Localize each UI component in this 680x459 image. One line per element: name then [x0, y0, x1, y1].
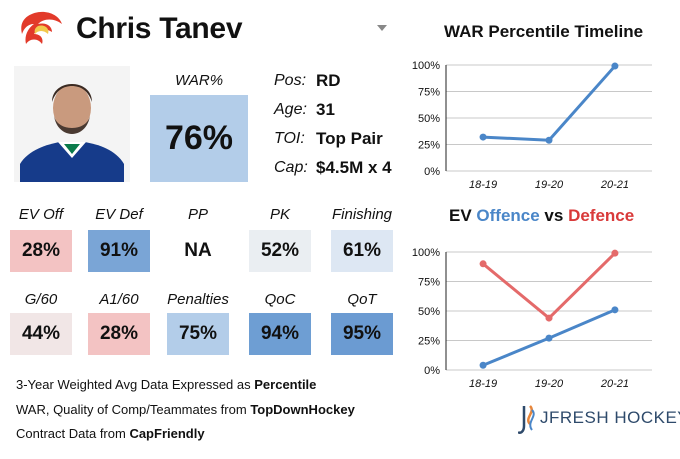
y-tick-label: 50% [418, 306, 440, 318]
chart2-title: EV Offence vs Defence [449, 206, 634, 226]
stat-box: 61% [331, 230, 393, 272]
data-point [479, 361, 487, 369]
footer-line-1-bold: Percentile [254, 377, 317, 392]
chart1-title: WAR Percentile Timeline [444, 22, 644, 41]
footer-line-2-bold: TopDownHockey [250, 402, 355, 417]
y-tick-label: 75% [418, 87, 440, 99]
series-line [482, 252, 616, 321]
stat-label: Penalties [167, 291, 229, 308]
y-tick-label: 50% [418, 113, 440, 125]
stat-label: QoT [347, 291, 377, 308]
brand-logo [517, 402, 678, 438]
team-logo [18, 10, 66, 52]
data-point [479, 260, 487, 268]
pos-key: Pos: [274, 72, 307, 89]
data-point [611, 62, 619, 70]
stat-box: NA [167, 230, 229, 272]
cap-value: $4.5M x 4 [316, 158, 392, 177]
stat-label: QoC [264, 291, 296, 308]
pos-value: RD [316, 71, 341, 90]
stat-box: 91% [88, 230, 150, 272]
y-tick-label: 0% [424, 166, 440, 178]
stat-box: 52% [249, 230, 311, 272]
stat-label: G/60 [24, 291, 58, 308]
footer-line-2: WAR, Quality of Comp/Teammates from TopD… [16, 402, 355, 417]
stat-box: 75% [167, 313, 229, 355]
stat-box: 95% [331, 313, 393, 355]
player-name: Chris Tanev [76, 12, 243, 45]
cap-key: Cap: [274, 159, 308, 176]
toi-key: TOI: [274, 130, 305, 147]
x-tick-label: 20-21 [600, 378, 629, 390]
stat-label: Finishing [331, 206, 393, 223]
x-tick-label: 18-19 [469, 179, 497, 191]
war-timeline-chart: 0% 25% 50% 75% 100% 18-19 19-20 20-21 [412, 60, 652, 191]
chevron-down-icon[interactable] [377, 25, 387, 31]
chart2-title-defence: Defence [568, 206, 635, 225]
stat-label: EV Def [95, 206, 143, 223]
chart2-title-offence: Offence [476, 206, 540, 225]
footer-line-1: 3-Year Weighted Avg Data Expressed as Pe… [16, 377, 316, 392]
stat-label: PK [269, 206, 290, 223]
stat-box: 28% [88, 313, 150, 355]
toi-value: Top Pair [316, 129, 383, 148]
footer-line-3: Contract Data from CapFriendly [16, 426, 205, 441]
data-point [479, 133, 487, 141]
war-label: WAR% [174, 72, 224, 89]
series-line [483, 65, 617, 142]
chart2-title-part: vs [539, 206, 569, 225]
y-tick-label: 0% [424, 365, 440, 377]
stat-box: 28% [10, 230, 72, 272]
data-point [545, 334, 553, 342]
footer-line-3-bold: CapFriendly [129, 426, 205, 441]
x-tick-label: 19-20 [535, 179, 564, 191]
data-point [611, 306, 619, 314]
x-tick-label: 19-20 [535, 378, 564, 390]
footer-line-3-text: Contract Data from [16, 426, 130, 441]
y-tick-label: 25% [418, 336, 440, 348]
age-key: Age: [274, 101, 307, 118]
data-point [611, 249, 619, 257]
y-tick-label: 75% [418, 277, 440, 289]
footer-line-1-text: 3-Year Weighted Avg Data Expressed as [16, 377, 255, 392]
war-value-box: 76% [150, 95, 248, 182]
stat-label: A1/60 [99, 291, 139, 308]
stat-label: EV Off [18, 206, 64, 223]
ev-offence-defence-chart: 0% 25% 50% 75% 100% 18-19 19-20 20-21 [412, 247, 652, 390]
y-tick-label: 25% [418, 140, 440, 152]
x-tick-label: 20-21 [600, 179, 629, 191]
x-tick-label: 18-19 [469, 378, 497, 390]
stat-box: 94% [249, 313, 311, 355]
y-tick-label: 100% [412, 247, 440, 259]
data-point [545, 314, 553, 322]
brand-text: JFRESH HOCKEY [540, 408, 680, 427]
player-photo [14, 66, 130, 182]
stat-label: PP [187, 206, 208, 223]
data-point [545, 136, 553, 144]
stat-box: 44% [10, 313, 72, 355]
chart2-title-part: EV [449, 206, 477, 225]
footer-line-2-text: WAR, Quality of Comp/Teammates from [16, 402, 251, 417]
age-value: 31 [316, 100, 335, 119]
y-tick-label: 100% [412, 60, 440, 72]
